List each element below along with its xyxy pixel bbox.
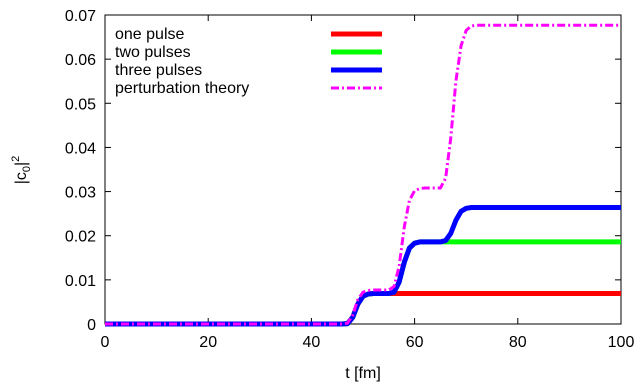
x-tick-label: 80 [509, 334, 527, 351]
y-tick-label: 0.07 [65, 8, 96, 25]
y-tick-label: 0.05 [65, 96, 96, 113]
y-tick-label: 0.03 [65, 185, 96, 202]
y-axis-label-superscript: 2 [10, 156, 22, 162]
y-axis-label-base: |c [13, 172, 30, 184]
y-tick-label: 0.01 [65, 273, 96, 290]
x-tick-label: 100 [608, 334, 635, 351]
x-tick-label: 0 [101, 334, 110, 351]
plot-frame [104, 14, 622, 325]
x-axis-label: t [fm] [345, 365, 381, 382]
x-tick-label: 20 [199, 334, 217, 351]
y-tick-label: 0.06 [65, 52, 96, 69]
y-axis-label: |c0|2 [10, 156, 33, 185]
x-tick-label: 60 [406, 334, 424, 351]
x-tick-label: 40 [303, 334, 321, 351]
series-line-2 [105, 239, 621, 327]
legend-label-3: three pulses [115, 62, 202, 79]
legend-label-4: perturbation theory [115, 80, 249, 97]
y-tick-label: 0.04 [65, 140, 96, 157]
y-axis-label-subscript: 0 [21, 166, 33, 172]
legend-label-2: two pulses [115, 44, 191, 61]
series-line-4 [105, 23, 621, 326]
series-line-3 [105, 205, 621, 327]
y-tick-label: 0 [87, 317, 96, 334]
y-tick-label: 0.02 [65, 229, 96, 246]
series-layer [105, 23, 621, 327]
axis-ticks: 0 20 40 60 80 100 0 0.01 0.02 0.03 0.04 0.05 0.06 0.0… [65, 8, 635, 351]
y-axis-label-after: | [13, 162, 30, 166]
legend-label-1: one pulse [115, 26, 184, 43]
